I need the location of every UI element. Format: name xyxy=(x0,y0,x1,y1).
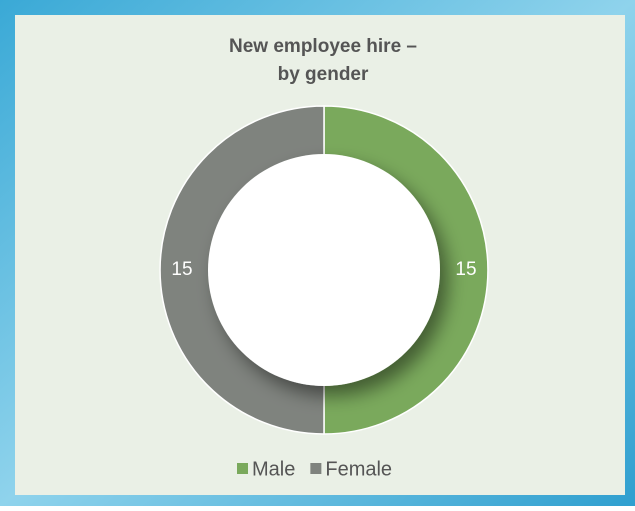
legend-label: Male xyxy=(252,458,295,480)
donut-hole xyxy=(208,154,440,386)
legend-label: Female xyxy=(325,458,392,480)
data-label: 15 xyxy=(171,259,192,280)
chart-title: New employee hire – xyxy=(229,36,417,57)
legend: Male Female xyxy=(237,458,392,480)
data-label: 15 xyxy=(455,259,476,280)
legend-swatch xyxy=(310,463,322,474)
legend-swatch xyxy=(237,463,248,474)
chart-subtitle: by gender xyxy=(278,64,369,85)
plot: 15 15 Male Female xyxy=(159,105,489,480)
